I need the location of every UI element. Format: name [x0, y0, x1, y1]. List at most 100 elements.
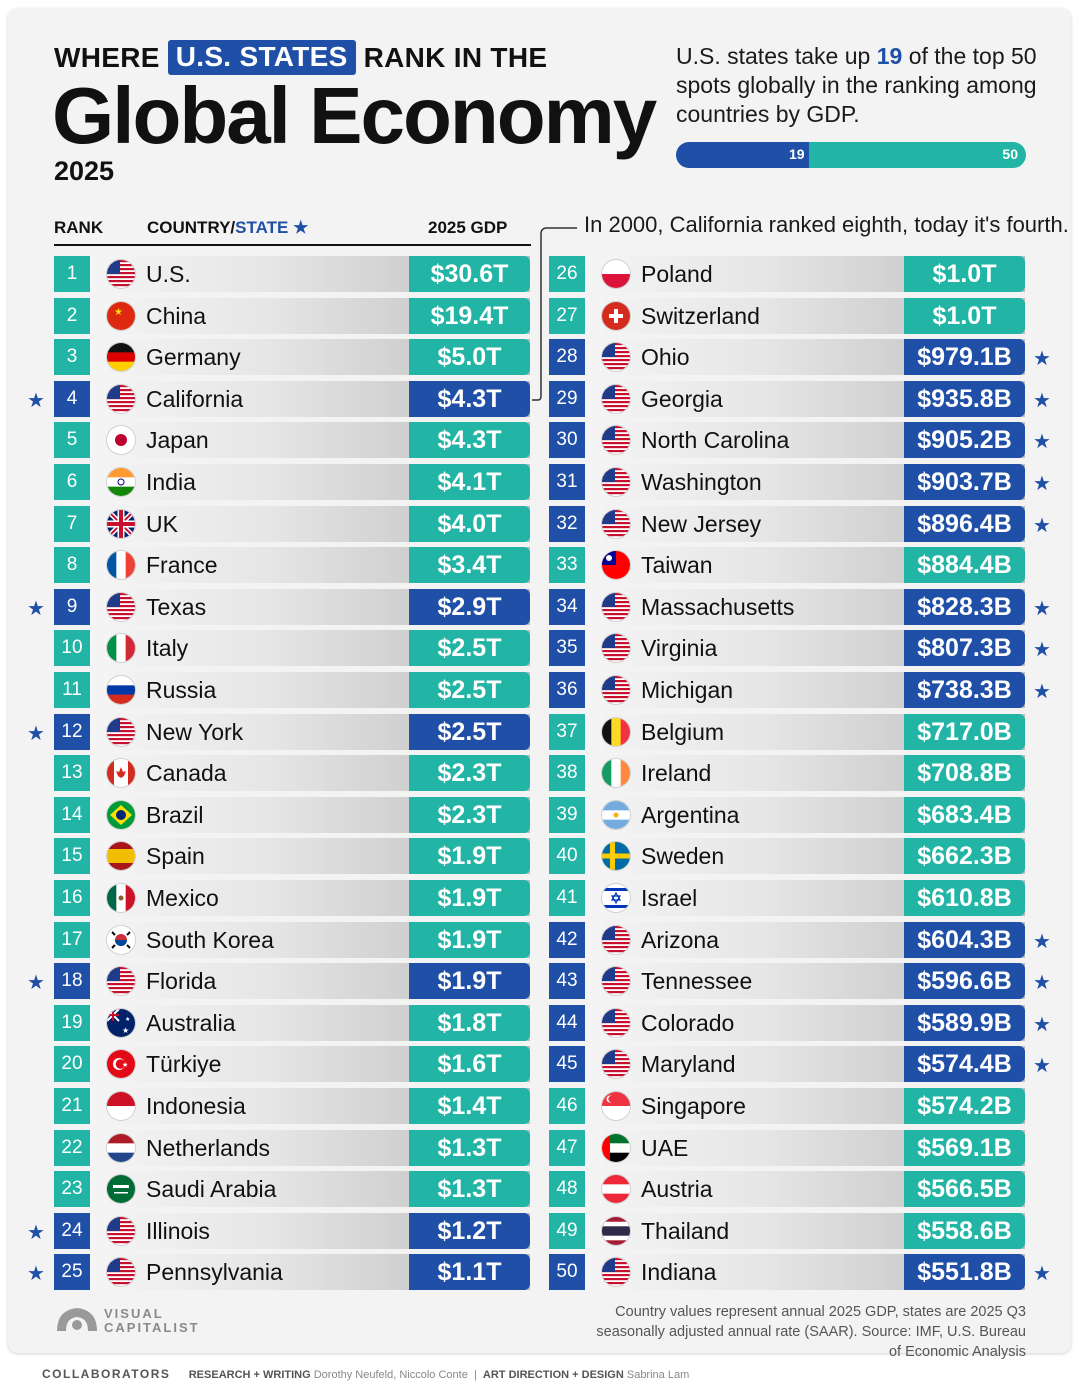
country-name: Arizona: [641, 927, 719, 953]
country-name: Georgia: [641, 386, 723, 412]
flag-icon-ar: [602, 801, 630, 829]
table-row: 38 Ireland $708.8B: [549, 755, 1025, 791]
title-highlight: U.S. STATES: [167, 40, 356, 75]
state-star-icon: ★: [1033, 598, 1051, 620]
research-names: Dorothy Neufeld, Niccolo Conte: [313, 1369, 468, 1381]
country-name: India: [146, 469, 196, 495]
gdp-value: $1.0T: [904, 298, 1025, 334]
state-star-icon: ★: [27, 1263, 45, 1285]
flag-icon-us: [602, 510, 630, 538]
rank-badge: 32: [549, 506, 585, 542]
rank-badge: 37: [549, 714, 585, 750]
gdp-value: $1.8T: [409, 1005, 530, 1041]
flag-icon-us: [602, 1258, 630, 1286]
table-row: 34 Massachusetts $828.3B ★: [549, 589, 1051, 625]
country-name: France: [146, 552, 218, 578]
country-name: Switzerland: [641, 303, 760, 329]
gdp-value: $1.9T: [409, 880, 530, 916]
gdp-value: $662.3B: [904, 838, 1025, 874]
flag-icon-uk: [107, 510, 135, 538]
logo-text: VISUAL CAPITALIST: [104, 1307, 200, 1335]
country-name: Mexico: [146, 885, 219, 911]
country-name: UK: [146, 511, 178, 537]
country-name: U.S.: [146, 261, 191, 287]
flag-icon-us: [602, 967, 630, 995]
state-star-icon: ★: [1033, 431, 1051, 453]
header-country: COUNTRY/: [147, 218, 236, 237]
table-row: 19 ★ ★ Australia $1.8T: [54, 1005, 530, 1041]
flag-icon-jp: [107, 426, 135, 454]
country-name: Illinois: [146, 1218, 210, 1244]
table-row: 4 California $4.3T ★: [27, 381, 530, 417]
gdp-value: $558.6B: [904, 1213, 1025, 1249]
flag-icon-ch: [602, 302, 630, 330]
country-name: Saudi Arabia: [146, 1176, 277, 1202]
table-row: 2 ★ China $19.4T: [54, 298, 530, 334]
title-prefix: WHERE: [54, 41, 160, 73]
gdp-value: $896.4B: [904, 506, 1025, 542]
page-title: Global Economy: [52, 71, 657, 160]
rank-badge: 23: [54, 1171, 90, 1207]
flag-icon-au: ★ ★: [107, 1009, 135, 1037]
flag-icon-de: [107, 343, 135, 371]
rank-badge: 46: [549, 1088, 585, 1124]
country-name: Massachusetts: [641, 594, 795, 620]
flag-icon-us: [602, 676, 630, 704]
collaborators-label: COLLABORATORS: [42, 1367, 171, 1381]
state-star-icon: ★: [1033, 1263, 1051, 1285]
flag-icon-us: [602, 1009, 630, 1037]
gdp-value: $3.4T: [409, 547, 530, 583]
title-year: 2025: [54, 156, 115, 186]
table-row: 49 Thailand $558.6B: [549, 1213, 1025, 1249]
gdp-value: $884.4B: [904, 547, 1025, 583]
flag-icon-us: [602, 343, 630, 371]
art-names: Sabrina Lam: [626, 1369, 690, 1381]
gdp-value: $4.3T: [409, 381, 530, 417]
table-row: 29 Georgia $935.8B ★: [549, 381, 1051, 417]
flag-icon-br: [107, 801, 135, 829]
flag-icon-sa: [107, 1175, 135, 1203]
state-star-icon: ★: [1033, 639, 1051, 661]
country-name: Türkiye: [146, 1051, 222, 1077]
rank-badge: 44: [549, 1005, 585, 1041]
rank-badge: 43: [549, 963, 585, 999]
rank-badge: 33: [549, 547, 585, 583]
table-row: 44 Colorado $589.9B ★: [549, 1005, 1051, 1041]
svg-text:★: ★: [125, 1016, 130, 1023]
table-row: 36 Michigan $738.3B ★: [549, 672, 1051, 708]
flag-icon-ru: [107, 676, 135, 704]
table-row: 26 Poland $1.0T: [549, 256, 1025, 292]
country-name: Thailand: [641, 1218, 730, 1244]
table-row: 23 Saudi Arabia $1.3T: [54, 1171, 530, 1207]
country-name: Texas: [146, 594, 207, 620]
rank-badge: 12: [54, 714, 90, 750]
flag-icon-us: [602, 634, 630, 662]
state-star-icon: ★: [27, 1222, 45, 1244]
state-star-icon: ★: [27, 972, 45, 994]
gdp-value: $1.9T: [409, 922, 530, 958]
country-name: Ireland: [641, 760, 712, 786]
country-name: New Jersey: [641, 511, 762, 537]
rank-badge: 3: [54, 339, 90, 375]
rank-badge: 5: [54, 422, 90, 458]
table-row: 31 Washington $903.7B ★: [549, 464, 1051, 500]
flag-icon-cn: ★: [107, 302, 135, 330]
table-row: 7 UK $4.0T: [54, 506, 530, 542]
flag-icon-at: [602, 1175, 630, 1203]
country-name: Washington: [641, 469, 762, 495]
flag-icon-us: [107, 718, 135, 746]
table-row: 27 Switzerland $1.0T: [549, 298, 1025, 334]
table-row: 47 UAE $569.1B: [549, 1130, 1025, 1166]
gdp-value: $1.9T: [409, 838, 530, 874]
flag-icon-us: [602, 593, 630, 621]
country-name: South Korea: [146, 927, 274, 953]
rank-badge: 50: [549, 1254, 585, 1290]
rank-badge: 29: [549, 381, 585, 417]
header-star-icon: ★: [293, 218, 309, 237]
flag-icon-ca: [107, 759, 135, 787]
country-name: Maryland: [641, 1051, 736, 1077]
country-name: New York: [146, 719, 244, 745]
gdp-value: $828.3B: [904, 589, 1025, 625]
rank-badge: 11: [54, 672, 90, 708]
table-row: 18 Florida $1.9T ★: [27, 963, 530, 999]
